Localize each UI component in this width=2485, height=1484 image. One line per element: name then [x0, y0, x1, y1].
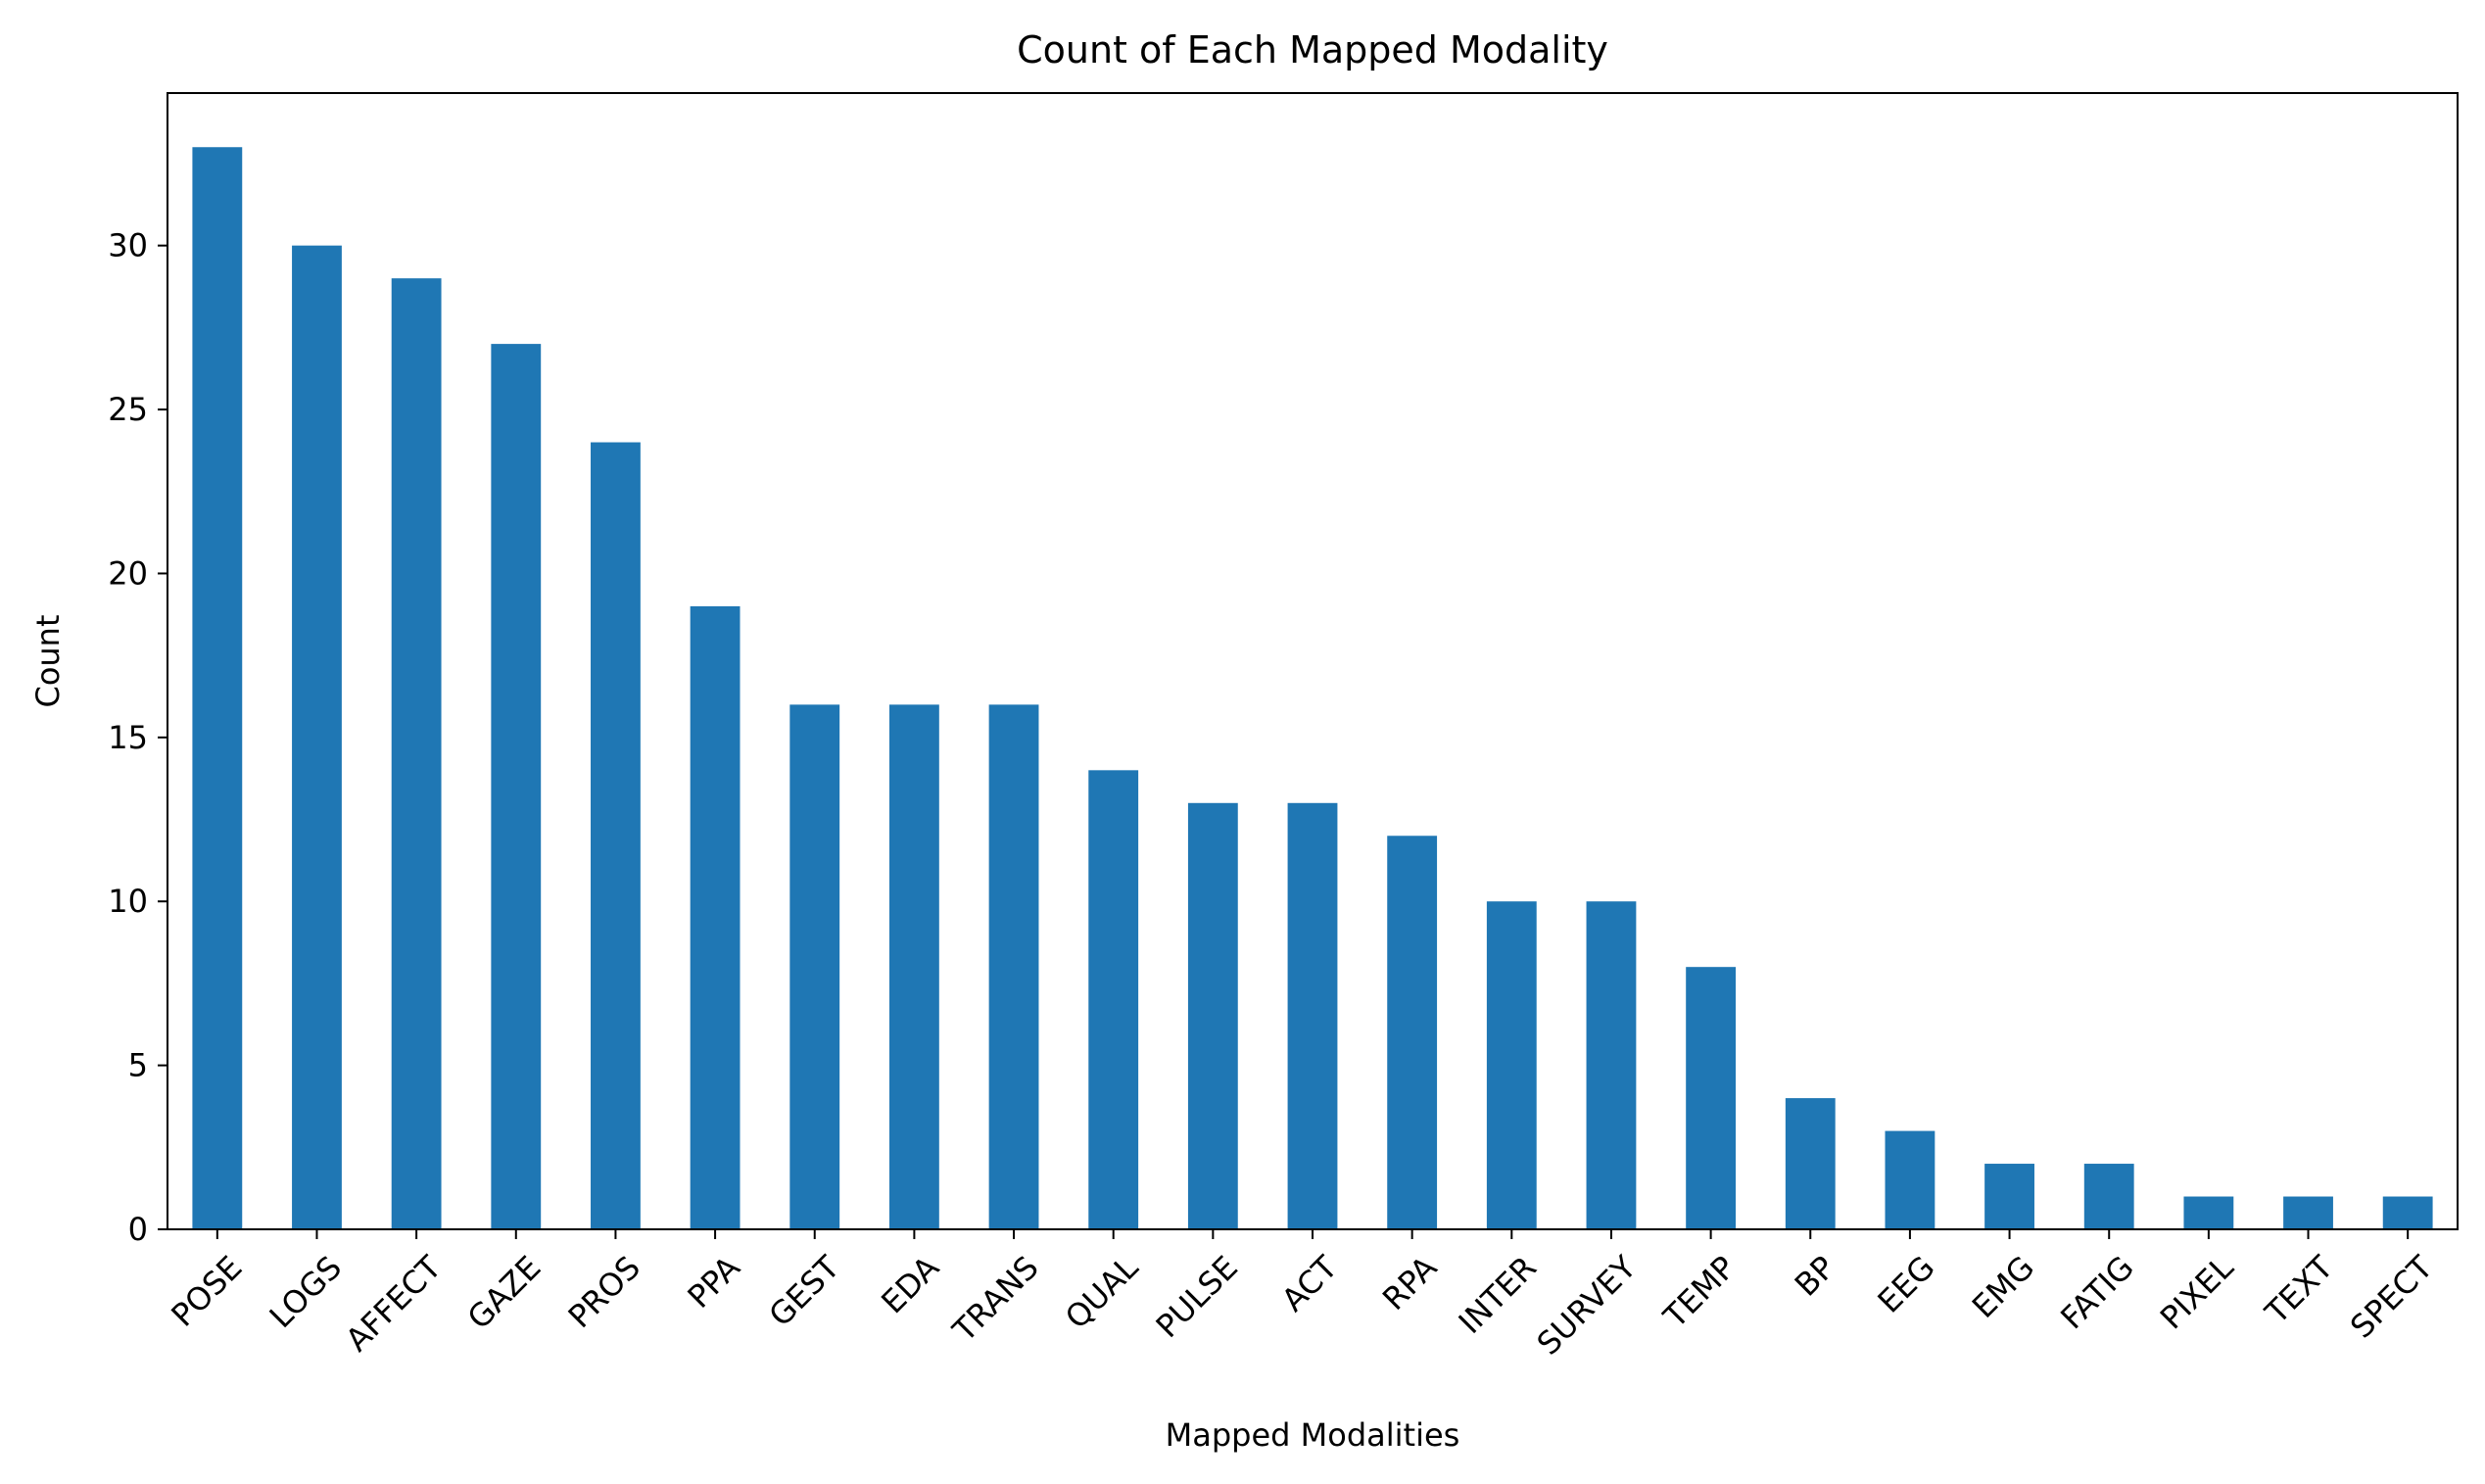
y-tick-label: 15 [108, 719, 148, 756]
bar-ppa [690, 605, 741, 1229]
plot-frame [167, 92, 2459, 1230]
bar-logs [292, 245, 342, 1229]
y-tick-label: 20 [108, 554, 148, 592]
bar-trans [988, 704, 1039, 1229]
chart-title: Count of Each Mapped Modality [1017, 28, 1608, 72]
bar-pulse [1187, 802, 1238, 1229]
bar-gaze [491, 344, 542, 1229]
x-axis-label: Mapped Modalities [1166, 1416, 1460, 1454]
bar-act [1287, 802, 1338, 1229]
bar-pros [591, 442, 641, 1229]
y-axis-label: Count [29, 614, 67, 707]
bar-eda [888, 704, 939, 1229]
bar-gest [789, 704, 840, 1229]
y-tick-label: 10 [108, 883, 148, 920]
y-tick-label: 30 [108, 227, 148, 264]
bar-rpa [1387, 836, 1438, 1229]
bar-emg [1984, 1164, 2034, 1229]
bar-bp [1785, 1098, 1836, 1229]
y-tick-label: 25 [108, 391, 148, 428]
bar-spect [2382, 1196, 2433, 1229]
bar-inter [1486, 901, 1537, 1229]
bar-eeg [1885, 1130, 1935, 1229]
y-axis-ticks: 0 5 10 15 20 25 30 [108, 227, 167, 1248]
bar-qual [1088, 770, 1139, 1229]
y-tick-label: 0 [128, 1211, 148, 1248]
y-tick-label: 5 [128, 1047, 148, 1084]
bars-layer [192, 147, 2433, 1230]
bar-survey [1586, 901, 1637, 1229]
bar-text [2283, 1196, 2333, 1229]
bar-temp [1686, 967, 1737, 1229]
bar-pose [192, 147, 243, 1230]
bar-affect [391, 278, 442, 1229]
bar-fatig [2083, 1164, 2134, 1229]
bar-pixel [2183, 1196, 2234, 1229]
